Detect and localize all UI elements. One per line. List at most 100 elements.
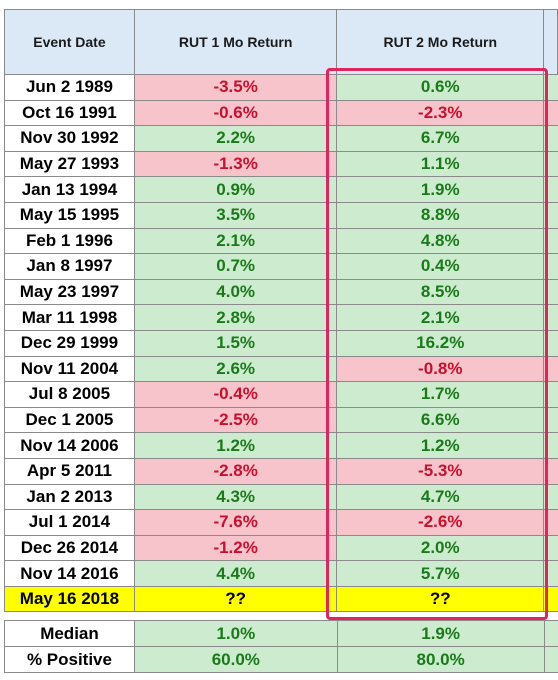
edge-cell	[543, 355, 558, 383]
table-row: May 15 1995 3.5% 8.8%	[4, 201, 558, 229]
summary-edge-cell	[543, 646, 558, 674]
table-row: May 23 1997 4.0% 8.5%	[4, 278, 558, 306]
header-event-date: Event Date	[4, 9, 135, 75]
event-date-cell: May 23 1997	[4, 278, 135, 306]
summary-value-1mo: 60.0%	[133, 646, 338, 674]
event-date-cell: Nov 14 2016	[4, 560, 135, 587]
rut-1mo-cell: -2.8%	[133, 457, 338, 485]
rut-2mo-cell: 1.1%	[336, 150, 545, 178]
event-date-cell: Jul 8 2005	[4, 381, 135, 408]
table-row: Jul 1 2014 -7.6% -2.6%	[4, 509, 558, 536]
header-row: Event Date RUT 1 Mo Return RUT 2 Mo Retu…	[4, 9, 558, 75]
rut-2mo-cell: 5.7%	[336, 560, 545, 587]
edge-cell	[543, 406, 558, 434]
rut-2mo-cell: -5.3%	[336, 457, 545, 485]
rut-1mo-cell: 0.7%	[133, 253, 338, 280]
edge-cell	[543, 304, 558, 331]
table-row: May 27 1993 -1.3% 1.1%	[4, 150, 558, 178]
rut-2mo-cell: 1.9%	[336, 176, 545, 203]
event-date-cell: May 15 1995	[4, 201, 135, 229]
event-date-cell: Mar 11 1998	[4, 304, 135, 331]
table-row: Jun 2 1989 -3.5% 0.6%	[4, 74, 558, 101]
rut-1mo-cell: ??	[133, 585, 338, 613]
edge-cell	[543, 509, 558, 536]
table-row: Jan 8 1997 0.7% 0.4%	[4, 253, 558, 280]
rut-2mo-cell: -0.8%	[336, 355, 545, 383]
summary-row-median: Median 1.0% 1.9%	[4, 620, 558, 648]
table-row: Nov 14 2016 4.4% 5.7%	[4, 560, 558, 587]
edge-cell	[543, 432, 558, 459]
rut-1mo-cell: 2.8%	[133, 304, 338, 331]
returns-table: Event Date RUT 1 Mo Return RUT 2 Mo Retu…	[4, 9, 558, 613]
rut-2mo-cell: 8.5%	[336, 278, 545, 306]
edge-cell	[543, 329, 558, 357]
edge-cell	[543, 99, 558, 127]
event-date-cell: Feb 1 1996	[4, 227, 135, 255]
rut-1mo-cell: 4.4%	[133, 560, 338, 587]
table-row: Apr 5 2011 -2.8% -5.3%	[4, 457, 558, 485]
rut-2mo-cell: ??	[336, 585, 545, 613]
event-date-cell: Nov 11 2004	[4, 355, 135, 383]
table-body: Jun 2 1989 -3.5% 0.6% Oct 16 1991 -0.6% -2.3%…	[4, 74, 558, 613]
event-date-cell: Dec 1 2005	[4, 406, 135, 434]
table-row: Dec 1 2005 -2.5% 6.6%	[4, 406, 558, 434]
table-row: Dec 26 2014 -1.2% 2.0%	[4, 534, 558, 562]
table-row: Nov 14 2006 1.2% 1.2%	[4, 432, 558, 459]
edge-cell	[543, 381, 558, 408]
edge-cell	[543, 176, 558, 203]
edge-cell	[543, 74, 558, 101]
table-row: Feb 1 1996 2.1% 4.8%	[4, 227, 558, 255]
event-date-cell: Dec 26 2014	[4, 534, 135, 562]
header-rut-2mo: RUT 2 Mo Return	[336, 9, 545, 75]
edge-cell	[543, 457, 558, 485]
edge-cell	[543, 585, 558, 613]
rut-2mo-cell: 0.4%	[336, 253, 545, 280]
rut-1mo-cell: 2.2%	[133, 125, 338, 152]
event-date-cell: Nov 14 2006	[4, 432, 135, 459]
rut-1mo-cell: 4.3%	[133, 483, 338, 511]
summary-value-2mo: 1.9%	[336, 620, 545, 648]
rut-2mo-cell: 1.2%	[336, 432, 545, 459]
table-row: Dec 29 1999 1.5% 16.2%	[4, 329, 558, 357]
event-date-cell: Nov 30 1992	[4, 125, 135, 152]
rut-1mo-cell: 2.6%	[133, 355, 338, 383]
event-date-cell: May 27 1993	[4, 150, 135, 178]
edge-cell	[543, 560, 558, 587]
event-date-cell: Jan 13 1994	[4, 176, 135, 203]
table-row: Nov 30 1992 2.2% 6.7%	[4, 125, 558, 152]
table-row: Jan 2 2013 4.3% 4.7%	[4, 483, 558, 511]
edge-cell	[543, 253, 558, 280]
summary-edge-cell	[543, 620, 558, 648]
rut-1mo-cell: -2.5%	[133, 406, 338, 434]
summary-table: Median 1.0% 1.9% % Positive 60.0% 80.0%	[4, 620, 558, 674]
rut-2mo-cell: 6.6%	[336, 406, 545, 434]
edge-cell	[543, 227, 558, 255]
event-date-cell: Dec 29 1999	[4, 329, 135, 357]
header-rut-1mo: RUT 1 Mo Return	[133, 9, 338, 75]
edge-cell	[543, 201, 558, 229]
rut-2mo-cell: 1.7%	[336, 381, 545, 408]
event-date-cell: Oct 16 1991	[4, 99, 135, 127]
event-date-cell: Jan 2 2013	[4, 483, 135, 511]
table-row: Jan 13 1994 0.9% 1.9%	[4, 176, 558, 203]
rut-1mo-cell: -3.5%	[133, 74, 338, 101]
event-date-cell: Jan 8 1997	[4, 253, 135, 280]
rut-2mo-cell: 0.6%	[336, 74, 545, 101]
rut-2mo-cell: 2.0%	[336, 534, 545, 562]
edge-cell	[543, 125, 558, 152]
returns-table-container: Event Date RUT 1 Mo Return RUT 2 Mo Retu…	[4, 9, 558, 674]
rut-1mo-cell: 1.5%	[133, 329, 338, 357]
event-date-cell: Apr 5 2011	[4, 457, 135, 485]
rut-2mo-cell: -2.3%	[336, 99, 545, 127]
rut-1mo-cell: -1.2%	[133, 534, 338, 562]
rut-1mo-cell: -0.4%	[133, 381, 338, 408]
summary-value-1mo: 1.0%	[133, 620, 338, 648]
rut-1mo-cell: 3.5%	[133, 201, 338, 229]
rut-2mo-cell: 6.7%	[336, 125, 545, 152]
rut-1mo-cell: -7.6%	[133, 509, 338, 536]
table-row: Nov 11 2004 2.6% -0.8%	[4, 355, 558, 383]
rut-1mo-cell: 2.1%	[133, 227, 338, 255]
rut-1mo-cell: 1.2%	[133, 432, 338, 459]
rut-1mo-cell: 0.9%	[133, 176, 338, 203]
rut-1mo-cell: -1.3%	[133, 150, 338, 178]
